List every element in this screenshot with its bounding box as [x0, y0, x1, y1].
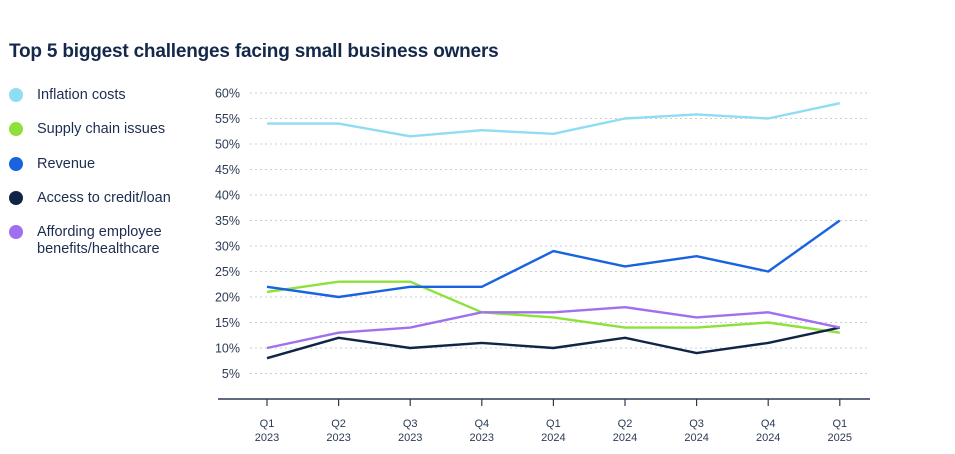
legend-label: Supply chain issues — [37, 121, 166, 137]
legend-marker-icon — [9, 225, 23, 239]
legend-label: Revenue — [37, 156, 96, 172]
series-line-access-to-credit-loan — [266, 326, 841, 360]
series-line-revenue — [266, 219, 841, 299]
y-tick-label: 50% — [215, 138, 240, 152]
legend-item: Supply chain issues — [9, 121, 165, 138]
series-line-affording-employee-benefits-healthcare — [266, 306, 841, 350]
legend-marker-icon — [9, 157, 23, 171]
x-tick-label: Q3 — [403, 418, 418, 430]
chart-title: Top 5 biggest challenges facing small bu… — [9, 41, 499, 62]
legend-item: Inflation costs — [9, 87, 126, 104]
legend-marker-icon — [9, 88, 23, 102]
x-tick-label: Q4 — [761, 418, 776, 430]
y-tick-label: 40% — [215, 189, 240, 203]
x-tick-label: 2023 — [326, 432, 350, 444]
y-tick-label: 35% — [215, 214, 240, 228]
x-tick-label: Q2 — [618, 418, 633, 430]
x-tick-label: Q1 — [260, 418, 275, 430]
x-tick-label: Q1 — [832, 418, 847, 430]
x-tick-label: Q4 — [474, 418, 489, 430]
y-tick-label: 15% — [215, 316, 240, 330]
x-tick-label: 2024 — [684, 432, 708, 444]
y-tick-label: 10% — [215, 342, 240, 356]
y-tick-label: 45% — [215, 163, 240, 177]
y-tick-label: 55% — [215, 112, 240, 126]
legend-item: Access to credit/loan — [9, 190, 171, 207]
x-tick-label: Q1 — [546, 418, 561, 430]
x-tick-label: 2023 — [255, 432, 279, 444]
x-tick-label: 2025 — [828, 432, 852, 444]
legend-marker-icon — [9, 191, 23, 205]
y-tick-label: 60% — [215, 87, 240, 101]
x-tick-label: 2024 — [756, 432, 780, 444]
x-tick-label: 2024 — [541, 432, 565, 444]
y-tick-label: 20% — [215, 291, 240, 305]
y-tick-label: 30% — [215, 240, 240, 254]
y-tick-label: 5% — [222, 367, 240, 381]
legend-marker-icon — [9, 122, 23, 136]
legend-label: Affording employee benefits/healthcare — [37, 224, 162, 257]
series-line-supply-chain-issues — [266, 280, 840, 334]
x-tick-label: 2023 — [470, 432, 494, 444]
legend-label: Inflation costs — [37, 87, 126, 103]
y-tick-label: 25% — [215, 265, 240, 279]
legend-label: Access to credit/loan — [37, 190, 171, 206]
legend-item: Revenue — [9, 156, 95, 173]
x-tick-label: 2023 — [398, 432, 422, 444]
series-line-inflation-costs — [267, 102, 841, 138]
x-tick-label: Q2 — [331, 418, 346, 430]
x-tick-label: Q3 — [689, 418, 704, 430]
legend-item: Affording employee benefits/healthcare — [9, 224, 177, 258]
x-tick-label: 2024 — [613, 432, 637, 444]
